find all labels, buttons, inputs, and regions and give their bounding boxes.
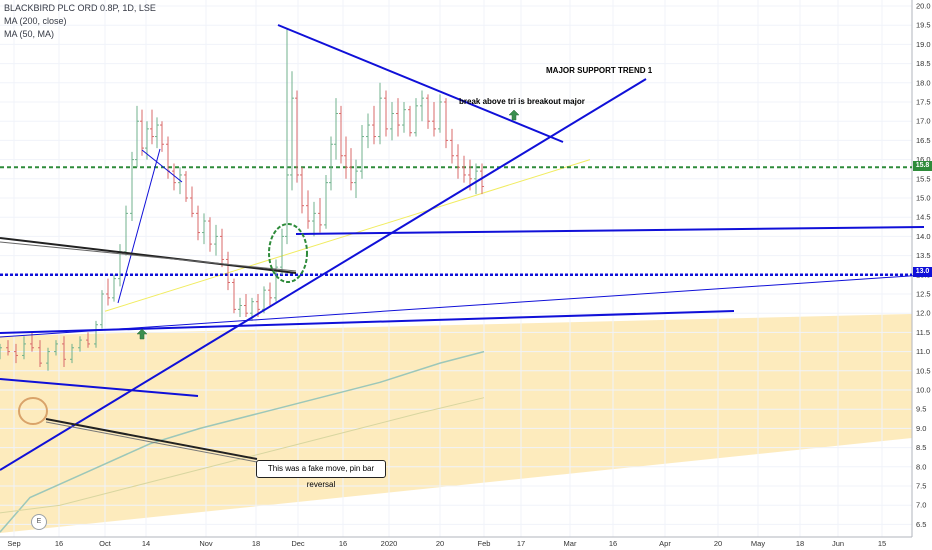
- pullback-trendline[interactable]: [141, 149, 183, 183]
- x-tick-label: 2020: [381, 539, 398, 548]
- y-tick-label: 14.5: [916, 213, 931, 222]
- lower-channel-line[interactable]: [0, 310, 735, 334]
- x-tick-label: 16: [609, 539, 617, 548]
- x-tick-label: 15: [878, 539, 886, 548]
- x-tick-label: 16: [339, 539, 347, 548]
- x-tick-label: Nov: [199, 539, 213, 548]
- y-tick-label: 6.5: [916, 520, 926, 529]
- x-tick-label: 18: [796, 539, 804, 548]
- x-tick-label: 20: [436, 539, 444, 548]
- x-tick-label: 14: [142, 539, 150, 548]
- y-tick-label: 13.5: [916, 251, 931, 260]
- ma50-legend[interactable]: MA (50, MA): [4, 29, 55, 39]
- green-up-arrow-icon[interactable]: [508, 109, 520, 121]
- x-tick-label: 17: [517, 539, 525, 548]
- y-tick-label: 14.0: [916, 232, 931, 241]
- x-tick-label: 18: [252, 539, 260, 548]
- x-tick-label: Mar: [564, 539, 577, 548]
- y-tick-label: 12.5: [916, 290, 931, 299]
- major-support-trendline[interactable]: [0, 78, 647, 471]
- triangle-upper-trendline[interactable]: [277, 24, 564, 143]
- y-tick-label: 19.5: [916, 21, 931, 30]
- x-tick-label: Oct: [99, 539, 112, 548]
- symbol-title: BLACKBIRD PLC ORD 0.8P, 1D, LSE: [4, 3, 156, 13]
- y-tick-label: 19.0: [916, 40, 931, 49]
- y-tick-label: 10.0: [916, 386, 931, 395]
- yellow-trendline: [104, 159, 591, 312]
- x-tick-label: Jun: [832, 539, 844, 548]
- support-zone-shade: [0, 314, 912, 533]
- green-level-price-tag: 15.8: [913, 161, 932, 171]
- x-tick-label: Sep: [7, 539, 20, 548]
- short-support-line[interactable]: [0, 378, 199, 397]
- ma200-line: [0, 350, 485, 533]
- green-up-arrow-icon[interactable]: [136, 328, 148, 340]
- y-tick-label: 15.5: [916, 174, 931, 183]
- black-trendline[interactable]: [0, 237, 297, 274]
- blue-level-price-tag: 13.0: [913, 267, 932, 277]
- y-tick-label: 10.5: [916, 366, 931, 375]
- callout-connector-shadow: [45, 421, 258, 463]
- y-tick-label: 17.0: [916, 117, 931, 126]
- y-tick-label: 16.5: [916, 136, 931, 145]
- y-tick-label: 8.0: [916, 462, 926, 471]
- callout-connector: [45, 418, 258, 460]
- pin-bar-circle[interactable]: [18, 397, 48, 425]
- x-tick-label: Apr: [659, 539, 671, 548]
- y-tick-label: 17.5: [916, 98, 931, 107]
- y-tick-label: 8.5: [916, 443, 926, 452]
- y-tick-label: 20.0: [916, 2, 931, 11]
- y-tick-label: 12.0: [916, 309, 931, 318]
- y-tick-label: 7.5: [916, 482, 926, 491]
- fake-move-callout[interactable]: This was a fake move, pin bar reversal: [256, 460, 386, 489]
- x-tick-label: Dec: [291, 539, 305, 548]
- y-tick-label: 9.0: [916, 424, 926, 433]
- y-tick-label: 16.0: [916, 155, 931, 164]
- thin-channel-line[interactable]: [0, 274, 925, 338]
- rally-trendline[interactable]: [117, 148, 161, 304]
- major-support-label[interactable]: MAJOR SUPPORT TREND 1: [546, 66, 653, 75]
- y-tick-label: 11.5: [916, 328, 930, 337]
- breakout-label[interactable]: break above tri is breakout major: [459, 97, 585, 106]
- y-tick-label: 15.0: [916, 194, 931, 203]
- horizontal-resistance-line[interactable]: [295, 226, 925, 235]
- x-tick-label: Feb: [478, 539, 491, 548]
- y-tick-label: 18.0: [916, 78, 931, 87]
- y-tick-label: 7.0: [916, 501, 926, 510]
- x-tick-label: 20: [714, 539, 722, 548]
- x-tick-label: May: [751, 539, 765, 548]
- y-tick-label: 11.0: [916, 347, 930, 356]
- x-tick-label: 16: [55, 539, 63, 548]
- y-tick-label: 9.5: [916, 405, 926, 414]
- black-trendline-shadow: [0, 241, 297, 272]
- y-tick-label: 18.5: [916, 59, 931, 68]
- earnings-badge[interactable]: E: [31, 514, 47, 530]
- ma200-legend[interactable]: MA (200, close): [4, 16, 67, 26]
- breakout-ellipse[interactable]: [268, 223, 308, 283]
